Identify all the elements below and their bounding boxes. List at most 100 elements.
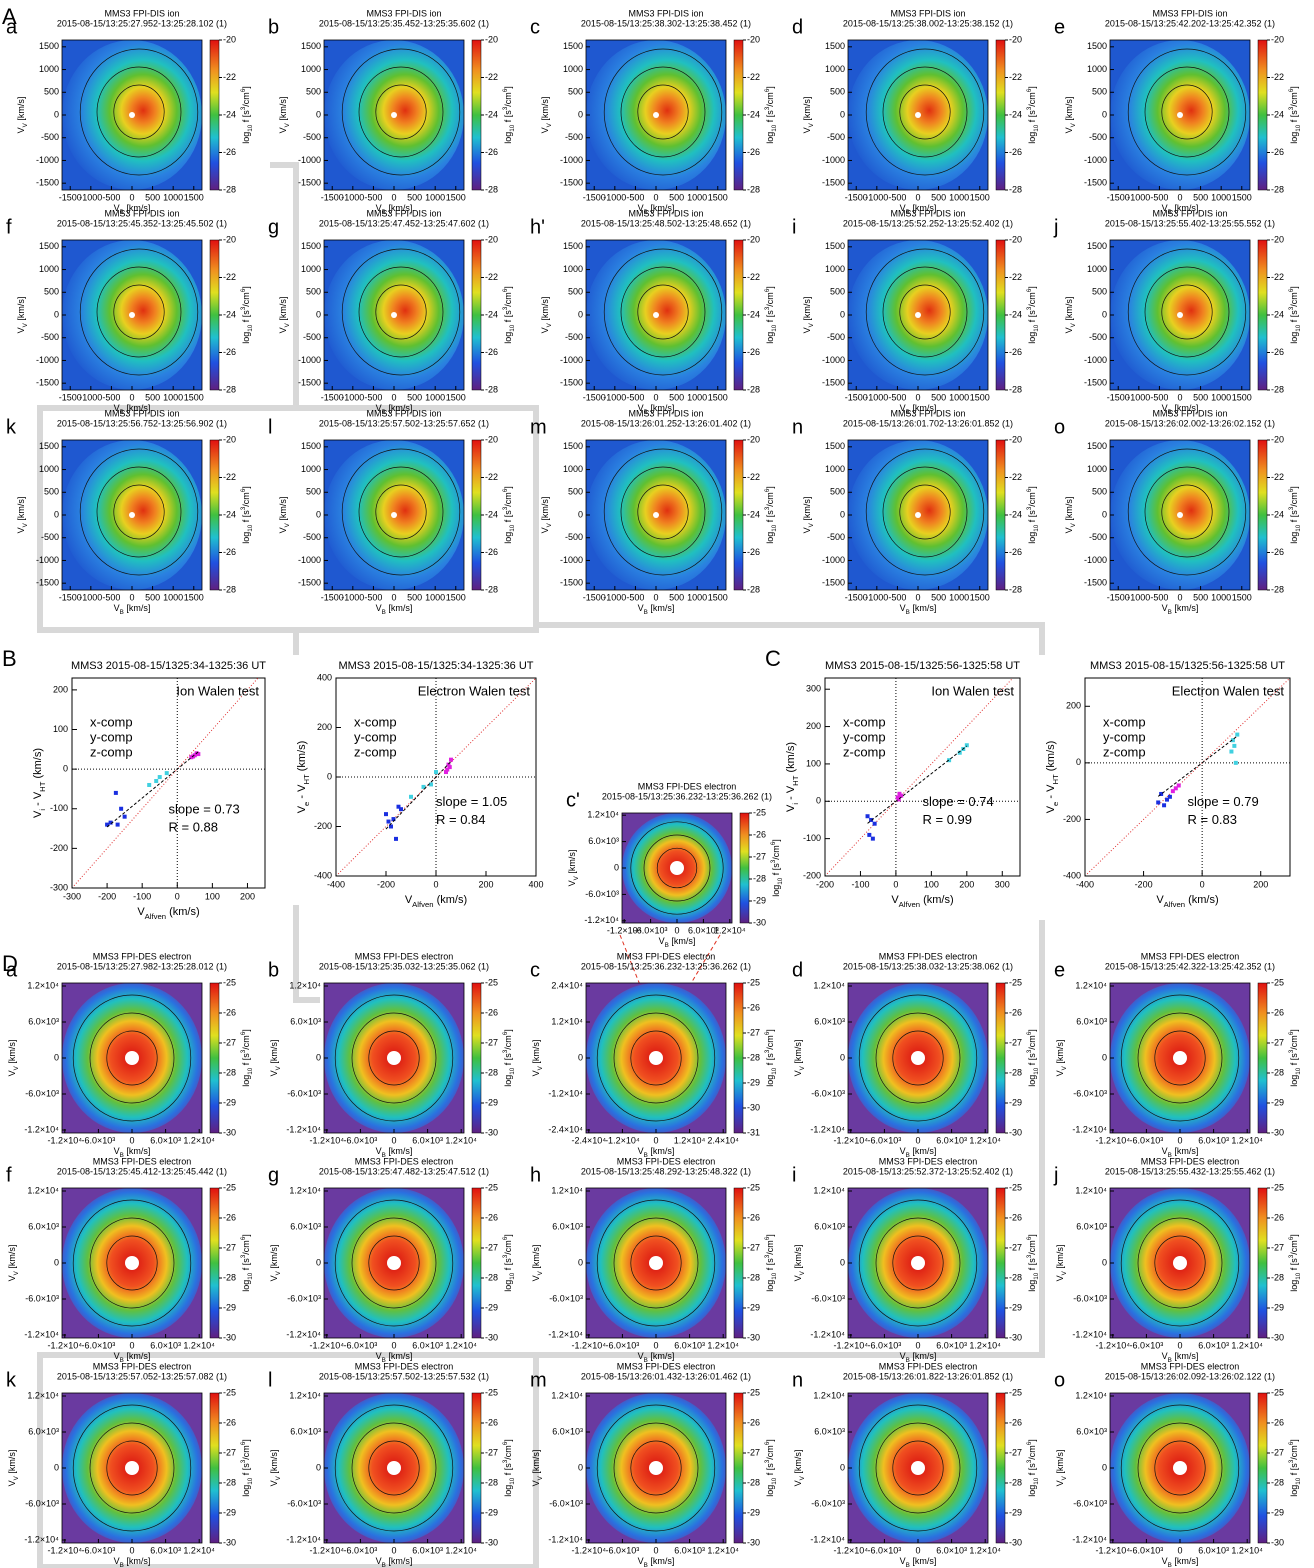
data-point xyxy=(1168,795,1172,799)
x-axis-label-part: [km/s] xyxy=(124,1351,151,1361)
colorbar-tick-label: -30 xyxy=(485,1537,498,1547)
x-tick-label: -1.2×10⁴ xyxy=(605,1135,640,1145)
colorbar-tick-label: -20 xyxy=(1009,34,1022,44)
colorbar-label-part: f [s xyxy=(241,510,251,525)
y-axis-label-part: [km/s] xyxy=(269,1245,279,1272)
panel-instrument: MMS3 FPI-DES electron xyxy=(879,1156,978,1166)
colorbar-tick-label: -27 xyxy=(485,1037,498,1047)
colorbar-tick-label: -29 xyxy=(1271,1302,1284,1312)
panel-letter: o xyxy=(1054,1369,1065,1391)
y-tick-label: -400 xyxy=(314,870,332,880)
data-point xyxy=(147,783,151,787)
y-axis-label-part: HT xyxy=(38,781,47,792)
x-axis-label-part: (km/s) xyxy=(434,894,468,906)
colorbar-label-part: ] xyxy=(765,286,775,289)
y-tick-label: 0 xyxy=(1102,1462,1107,1472)
x-tick-label: 0 xyxy=(129,1545,134,1555)
y-tick-label: 500 xyxy=(830,287,845,297)
x-tick-label: -500 xyxy=(364,592,382,602)
legend-entry: y-comp xyxy=(1103,729,1146,744)
data-point xyxy=(387,820,391,824)
colorbar-tick-label: -24 xyxy=(747,309,760,319)
y-tick-label: -500 xyxy=(827,532,845,542)
colorbar-tick-label: -28 xyxy=(1271,1067,1284,1077)
colorbar-tick-label: -26 xyxy=(485,347,498,357)
y-axis-label: VV [km/s] xyxy=(7,1245,20,1282)
y-axis-label: VV [km/s] xyxy=(567,850,580,887)
x-axis-label-part: (km/s) xyxy=(920,894,954,906)
colorbar-tick-label: -26 xyxy=(1271,147,1284,157)
colorbar-label-part: /cm xyxy=(503,1240,513,1255)
panel-letter: a xyxy=(6,959,18,981)
colorbar-tick-label: -26 xyxy=(1009,547,1022,557)
colorbar-label-part: /cm xyxy=(1289,292,1299,307)
x-tick-label: -6.0×10³ xyxy=(868,1340,902,1350)
panel-time: 2015-08-15/13:25:27.952-13:25:28.102 (1) xyxy=(57,18,227,28)
colorbar-tick-label: -26 xyxy=(1271,1007,1284,1017)
y-tick-label: 1.2×10⁴ xyxy=(1075,1390,1107,1400)
origin-hole xyxy=(649,1461,663,1475)
colorbar xyxy=(996,1188,1005,1338)
x-tick-label: 500 xyxy=(931,392,946,402)
colorbar-tick-label: -25 xyxy=(223,1387,236,1397)
y-axis-label-part: [km/s] xyxy=(1064,497,1074,524)
legend-entry: z-comp xyxy=(354,744,397,759)
x-axis-label-part: [km/s] xyxy=(648,1351,675,1361)
colorbar-label-part: f [s xyxy=(1289,1053,1299,1068)
colorbar-label-part: log xyxy=(1289,132,1299,144)
colorbar-tick-label: -30 xyxy=(485,1332,498,1342)
y-tick-label: -200 xyxy=(50,843,68,853)
x-tick-label: 0 xyxy=(391,592,396,602)
section-label: C xyxy=(765,646,781,671)
colorbar-label: log10 f [s3/cm6] xyxy=(240,1234,254,1292)
x-tick-label: 0 xyxy=(1177,1340,1182,1350)
y-tick-label: 1.2×10⁴ xyxy=(27,1390,59,1400)
x-tick-label: 300 xyxy=(995,879,1010,889)
data-point xyxy=(1234,761,1238,765)
colorbar-label-part: f [s xyxy=(1027,1258,1037,1273)
y-tick-label: 400 xyxy=(317,672,332,682)
panel-instrument: MMS3 FPI-DES electron xyxy=(638,781,737,791)
colorbar-label-part: log xyxy=(241,1485,251,1497)
x-tick-label: -6.0×10³ xyxy=(606,1545,640,1555)
x-tick-label: -500 xyxy=(888,192,906,202)
y-axis-label-part: - V xyxy=(785,785,797,803)
colorbar-label-part: log xyxy=(1289,1485,1299,1497)
x-tick-label: -400 xyxy=(1076,879,1094,889)
colorbar-tick-label: -24 xyxy=(1009,509,1022,519)
colorbar-tick-label: -22 xyxy=(1271,272,1284,282)
y-axis-label-part: (km/s) xyxy=(1045,741,1057,775)
panel-instrument: MMS3 FPI-DIS ion xyxy=(366,408,441,418)
y-tick-label: 0 xyxy=(1076,757,1081,767)
colorbar xyxy=(1258,983,1267,1133)
y-axis-label: VV [km/s] xyxy=(531,1450,544,1487)
y-tick-label: 1500 xyxy=(563,241,583,251)
x-axis-label: VB [km/s] xyxy=(900,603,937,616)
x-tick-label: 0 xyxy=(915,192,920,202)
y-tick-label: 0 xyxy=(54,1052,59,1062)
colorbar-label-part: log xyxy=(241,132,251,144)
y-tick-label: -6.0×10³ xyxy=(25,1293,59,1303)
origin-hole xyxy=(391,312,397,318)
x-tick-label: -1000 xyxy=(341,592,364,602)
colorbar-label-part: /cm xyxy=(771,845,781,860)
y-tick-label: 1.2×10⁴ xyxy=(813,980,845,990)
colorbar-label-part: f [s xyxy=(1289,310,1299,325)
colorbar-tick-label: -29 xyxy=(485,1097,498,1107)
x-tick-label: 1500 xyxy=(1232,192,1252,202)
y-tick-label: 1500 xyxy=(563,441,583,451)
colorbar xyxy=(734,983,743,1133)
x-tick-label: -1.2×10⁴ xyxy=(47,1135,82,1145)
y-tick-label: 6.0×10³ xyxy=(588,836,619,846)
legend-entry: x-comp xyxy=(843,714,886,729)
y-tick-label: 1500 xyxy=(301,41,321,51)
colorbar xyxy=(210,983,219,1133)
y-axis-label-part: [km/s] xyxy=(531,1450,541,1477)
x-tick-label: -1500 xyxy=(845,192,868,202)
panel-instrument: MMS3 FPI-DIS ion xyxy=(104,408,179,418)
colorbar-label: log10 f [s3/cm6] xyxy=(764,1439,778,1497)
panel-letter: f xyxy=(6,1164,12,1186)
x-tick-label: -1.2×10⁴ xyxy=(47,1545,82,1555)
x-tick-label: -1500 xyxy=(59,192,82,202)
y-tick-label: 0 xyxy=(54,509,59,519)
